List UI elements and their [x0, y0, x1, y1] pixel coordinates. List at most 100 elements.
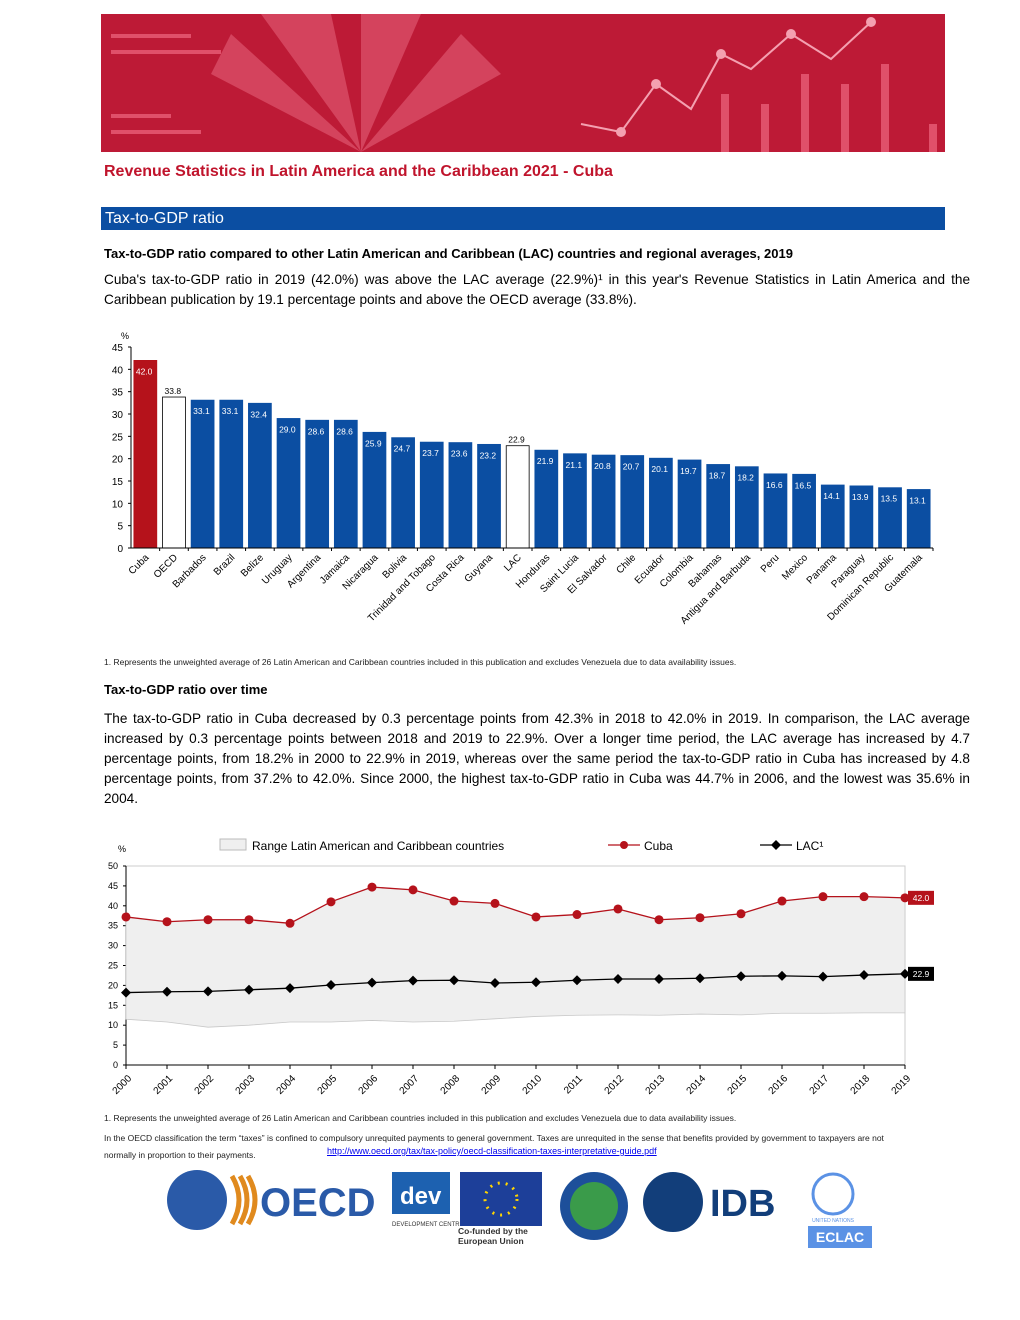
x-tick-label: 2019 [890, 1073, 914, 1095]
data-label: 33.1 [193, 406, 210, 416]
marker [285, 918, 295, 928]
bar [219, 399, 244, 549]
y-tick-label: 40 [108, 901, 118, 911]
y-tick-label: 45 [108, 881, 118, 891]
x-tick-label: 2014 [685, 1073, 709, 1095]
marker [777, 896, 787, 906]
data-label: 22.9 [913, 969, 930, 979]
data-label: 13.1 [909, 495, 926, 505]
marker [162, 986, 172, 997]
range-area [125, 886, 906, 1028]
legend-swatch [219, 838, 247, 851]
oecd-globe [167, 1170, 227, 1230]
banner-bg [101, 14, 945, 152]
marker [162, 917, 172, 927]
marker [244, 915, 254, 925]
eu-stars [483, 1181, 519, 1217]
x-tick-label: 2012 [603, 1073, 627, 1095]
bar [505, 445, 530, 549]
subheading: Tax-to-GDP ratio compared to other Latin… [104, 246, 793, 261]
x-tick-label: 2005 [316, 1073, 340, 1095]
footnote: 1. Represents the unweighted average of … [104, 1113, 737, 1123]
marker [572, 910, 582, 920]
y-tick-label: 35 [112, 388, 124, 399]
bar [305, 419, 330, 549]
y-tick-label: 30 [108, 941, 118, 951]
banner [101, 14, 945, 152]
data-label: 19.7 [680, 466, 697, 476]
x-tick-label: 2016 [767, 1073, 791, 1095]
bar [133, 359, 158, 549]
data-label: 42.0 [136, 366, 153, 376]
marker [777, 970, 787, 981]
data-label: 18.7 [709, 470, 726, 480]
marker [613, 974, 623, 985]
x-tick-label: LAC [502, 552, 524, 574]
document-title: Revenue Statistics in Latin America and … [104, 163, 613, 180]
data-label: 21.9 [537, 456, 554, 466]
legend-label: LAC¹ [796, 839, 823, 853]
data-label: 33.8 [165, 386, 182, 396]
x-tick-label: Peru [759, 552, 782, 575]
y-tick-label: 5 [117, 522, 123, 533]
x-tick-label: 2010 [521, 1073, 545, 1095]
un-emblem [811, 1172, 855, 1216]
x-tick-label: 2018 [849, 1073, 873, 1095]
marker [449, 975, 459, 986]
data-label: 18.2 [737, 473, 754, 483]
data-label: 23.7 [422, 448, 439, 458]
eu-flag [460, 1172, 542, 1226]
marker [613, 904, 623, 914]
data-label: 13.5 [881, 494, 898, 504]
y-tick-label: 0 [117, 544, 123, 555]
marker [121, 912, 131, 922]
dev-sub-text: DEVELOPMENT CENTRE [392, 1222, 464, 1228]
marker [203, 986, 213, 997]
x-tick-label: 2002 [193, 1073, 217, 1095]
y-tick-label: 50 [108, 861, 118, 871]
bar [362, 431, 387, 549]
banner-bars [111, 34, 937, 152]
subheading: Tax-to-GDP ratio over time [104, 682, 268, 697]
legend-marker [620, 841, 628, 849]
x-tick-label: 2004 [275, 1073, 299, 1095]
link[interactable]: http://www.oecd.org/tax/tax-policy/oecd-… [327, 1146, 657, 1156]
x-tick-label: Chile [614, 552, 638, 576]
marker [695, 973, 705, 984]
marker [244, 984, 254, 995]
marker [285, 983, 295, 994]
paragraph: The tax-to-GDP ratio in Cuba decreased b… [104, 711, 970, 806]
data-label: 23.2 [480, 450, 497, 460]
marker [818, 892, 828, 902]
x-tick-label: 2015 [726, 1073, 750, 1095]
bar [190, 399, 215, 549]
y-tick-label: 15 [112, 477, 124, 488]
data-label: 42.0 [913, 893, 930, 903]
x-tick-label: 2011 [562, 1073, 585, 1095]
idb-logo-text: IDB [710, 1183, 775, 1225]
legend-label: Range Latin American and Caribbean count… [252, 839, 504, 853]
x-tick-label: Cuba [127, 552, 152, 577]
marker [121, 987, 131, 998]
marker [736, 909, 746, 919]
oecd-logo-text: OECD [260, 1181, 376, 1225]
y-tick-label: 20 [112, 455, 124, 466]
y-tick-label: 25 [108, 961, 118, 971]
bar [333, 419, 358, 549]
legend-marker [771, 840, 781, 850]
marker [572, 975, 582, 986]
marker [736, 971, 746, 982]
y-tick-label: 25 [112, 432, 124, 443]
data-label: 16.6 [766, 480, 783, 490]
eu-text: Co-funded by the European Union [458, 1226, 528, 1246]
marker [900, 893, 910, 903]
marker [654, 915, 664, 925]
bar-chart: %05101520253035404542.0Cuba33.8OECD33.1B… [112, 331, 934, 627]
y-axis-label: % [118, 844, 126, 854]
dev-box [392, 1172, 450, 1214]
data-label: 22.9 [508, 435, 525, 445]
y-tick-label: 5 [113, 1040, 118, 1050]
label-box [908, 890, 934, 905]
x-tick-label: 2000 [111, 1073, 135, 1095]
data-label: 29.0 [279, 424, 296, 434]
